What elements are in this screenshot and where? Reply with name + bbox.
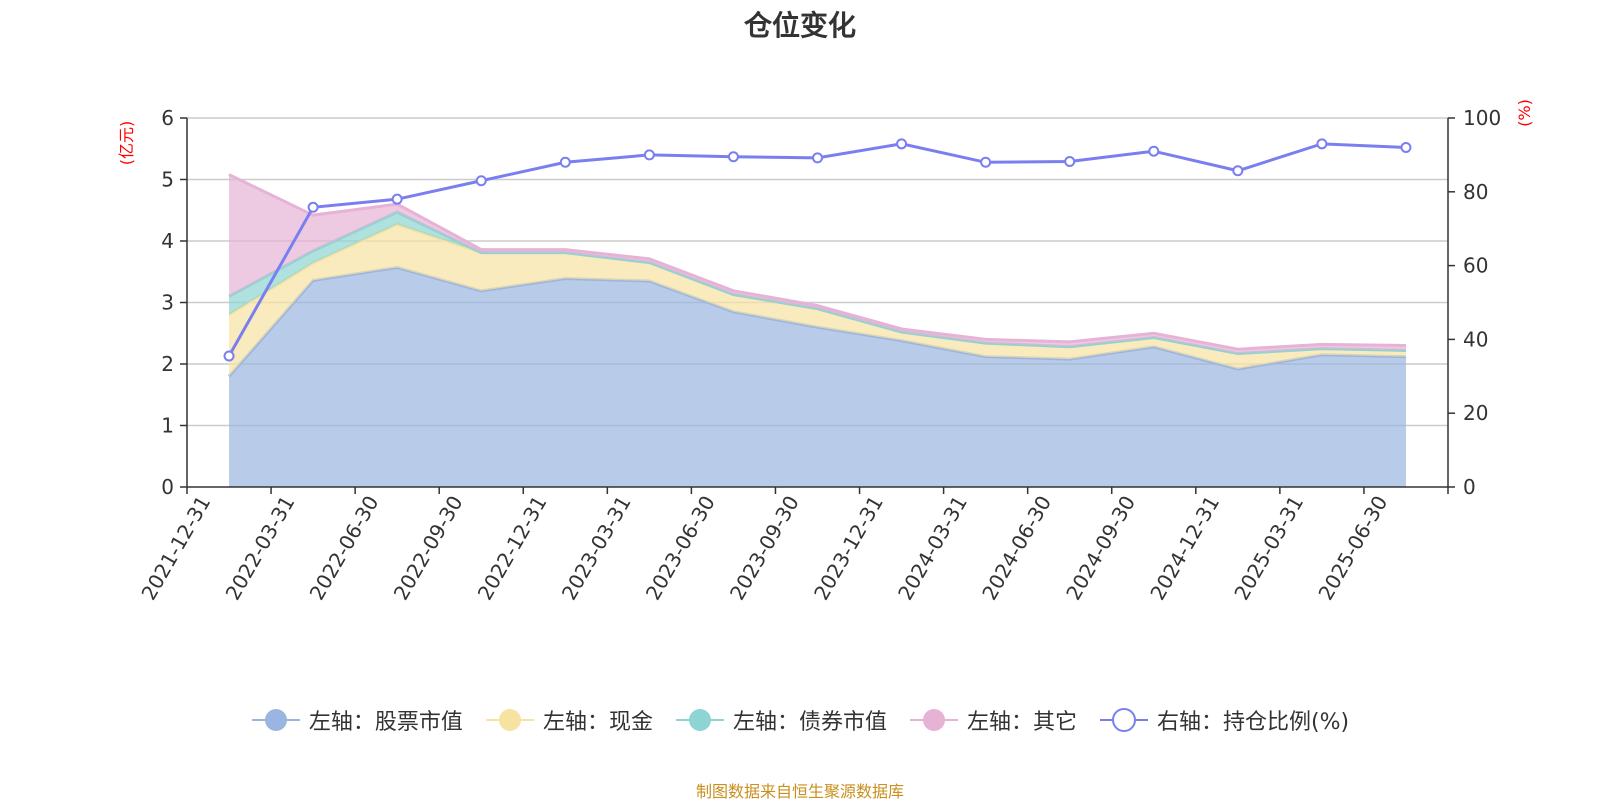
right-axis-unit: (%): [1515, 99, 1534, 127]
axes: (亿元) (%): [117, 99, 1534, 488]
ratio-point: [1064, 156, 1076, 168]
x-tick-label: 2024-03-31: [893, 491, 972, 604]
x-tick-label: 2022-12-31: [473, 492, 552, 605]
left-tick-label: 5: [161, 168, 174, 192]
legend-symbol: [675, 709, 724, 731]
x-tick-label: 2024-06-30: [977, 492, 1056, 605]
ratio-point: [475, 175, 487, 187]
left-tick-label: 0: [161, 475, 174, 499]
legend-marker: [922, 709, 945, 731]
ratio-point: [643, 149, 655, 161]
x-tick-label: 2023-03-31: [557, 492, 636, 605]
x-tick-label: 2024-12-31: [1145, 492, 1224, 605]
position-ratio-line: [223, 138, 1412, 362]
left-tick-label: 2: [161, 352, 174, 376]
legend-symbol: [909, 709, 958, 731]
ratio-point: [896, 138, 908, 150]
x-tick-label: 2023-09-30: [725, 492, 804, 605]
legend: 左轴：股票市值 左轴：现金 左轴：债券市值 左轴：其它 右轴：持仓比例(%): [0, 700, 1600, 740]
ratio-point: [980, 156, 992, 168]
legend-marker: [498, 709, 521, 731]
left-tick-label: 6: [161, 106, 174, 130]
legend-symbol: [485, 709, 534, 731]
x-tick-label: 2021-12-31: [136, 492, 215, 605]
right-tick-label: 100: [1463, 106, 1501, 130]
legend-label: 左轴：现金: [542, 710, 653, 735]
legend-symbol: [1099, 708, 1148, 732]
left-tick-label: 1: [161, 414, 174, 438]
x-tick-label: 2023-06-30: [641, 492, 720, 605]
chart-title: 仓位变化: [743, 9, 856, 42]
ratio-point: [727, 151, 739, 163]
source-note: 制图数据来自恒生聚源数据库: [695, 782, 904, 801]
x-tick-label: 2022-03-31: [221, 492, 300, 605]
area-左轴：现金: [229, 224, 1406, 377]
right-tick-label: 60: [1463, 254, 1488, 278]
ratio-point: [559, 156, 571, 168]
ratio-point: [223, 350, 235, 362]
x-tick-label: 2025-06-30: [1313, 492, 1392, 605]
legend-item[interactable]: 左轴：股票市值: [251, 704, 463, 736]
right-tick-label: 80: [1463, 180, 1488, 204]
ratio-point: [391, 193, 403, 205]
x-tick-label: 2025-03-31: [1229, 492, 1308, 605]
legend-label: 左轴：股票市值: [308, 710, 463, 735]
legend-item[interactable]: 左轴：其它: [909, 704, 1077, 736]
legend-marker: [688, 709, 711, 731]
legend-marker: [264, 709, 287, 731]
ratio-point: [1148, 145, 1160, 157]
legend-label: 右轴：持仓比例(%): [1156, 710, 1350, 735]
x-tick-label: 2022-09-30: [389, 492, 468, 605]
right-tick-label: 20: [1463, 401, 1488, 425]
stacked-areas: [227, 173, 1407, 487]
ratio-point: [1232, 165, 1244, 177]
x-tick-label: 2023-12-31: [809, 492, 888, 605]
ratio-point: [1400, 142, 1412, 154]
ratio-point: [812, 152, 823, 164]
left-tick-label: 4: [161, 229, 174, 253]
right-tick-label: 0: [1463, 475, 1476, 499]
legend-label: 左轴：债券市值: [732, 710, 887, 735]
legend-label: 左轴：其它: [966, 710, 1077, 735]
area-edge-左轴：其它: [228, 173, 1406, 351]
ratio-point: [1316, 138, 1328, 150]
x-tick-label: 2024-09-30: [1061, 492, 1140, 605]
legend-item[interactable]: 左轴：现金: [485, 704, 653, 736]
legend-marker: [1111, 708, 1136, 732]
area-左轴：股票市值: [229, 267, 1406, 487]
left-axis-unit: (亿元): [117, 121, 136, 166]
legend-item[interactable]: 右轴：持仓比例(%): [1099, 704, 1349, 736]
x-tick-label: 2022-06-30: [305, 492, 384, 605]
ratio-point: [307, 201, 319, 213]
legend-symbol: [251, 709, 300, 731]
legend-item[interactable]: 左轴：债券市值: [675, 704, 887, 736]
left-tick-label: 3: [161, 291, 174, 315]
right-tick-label: 40: [1463, 327, 1488, 351]
